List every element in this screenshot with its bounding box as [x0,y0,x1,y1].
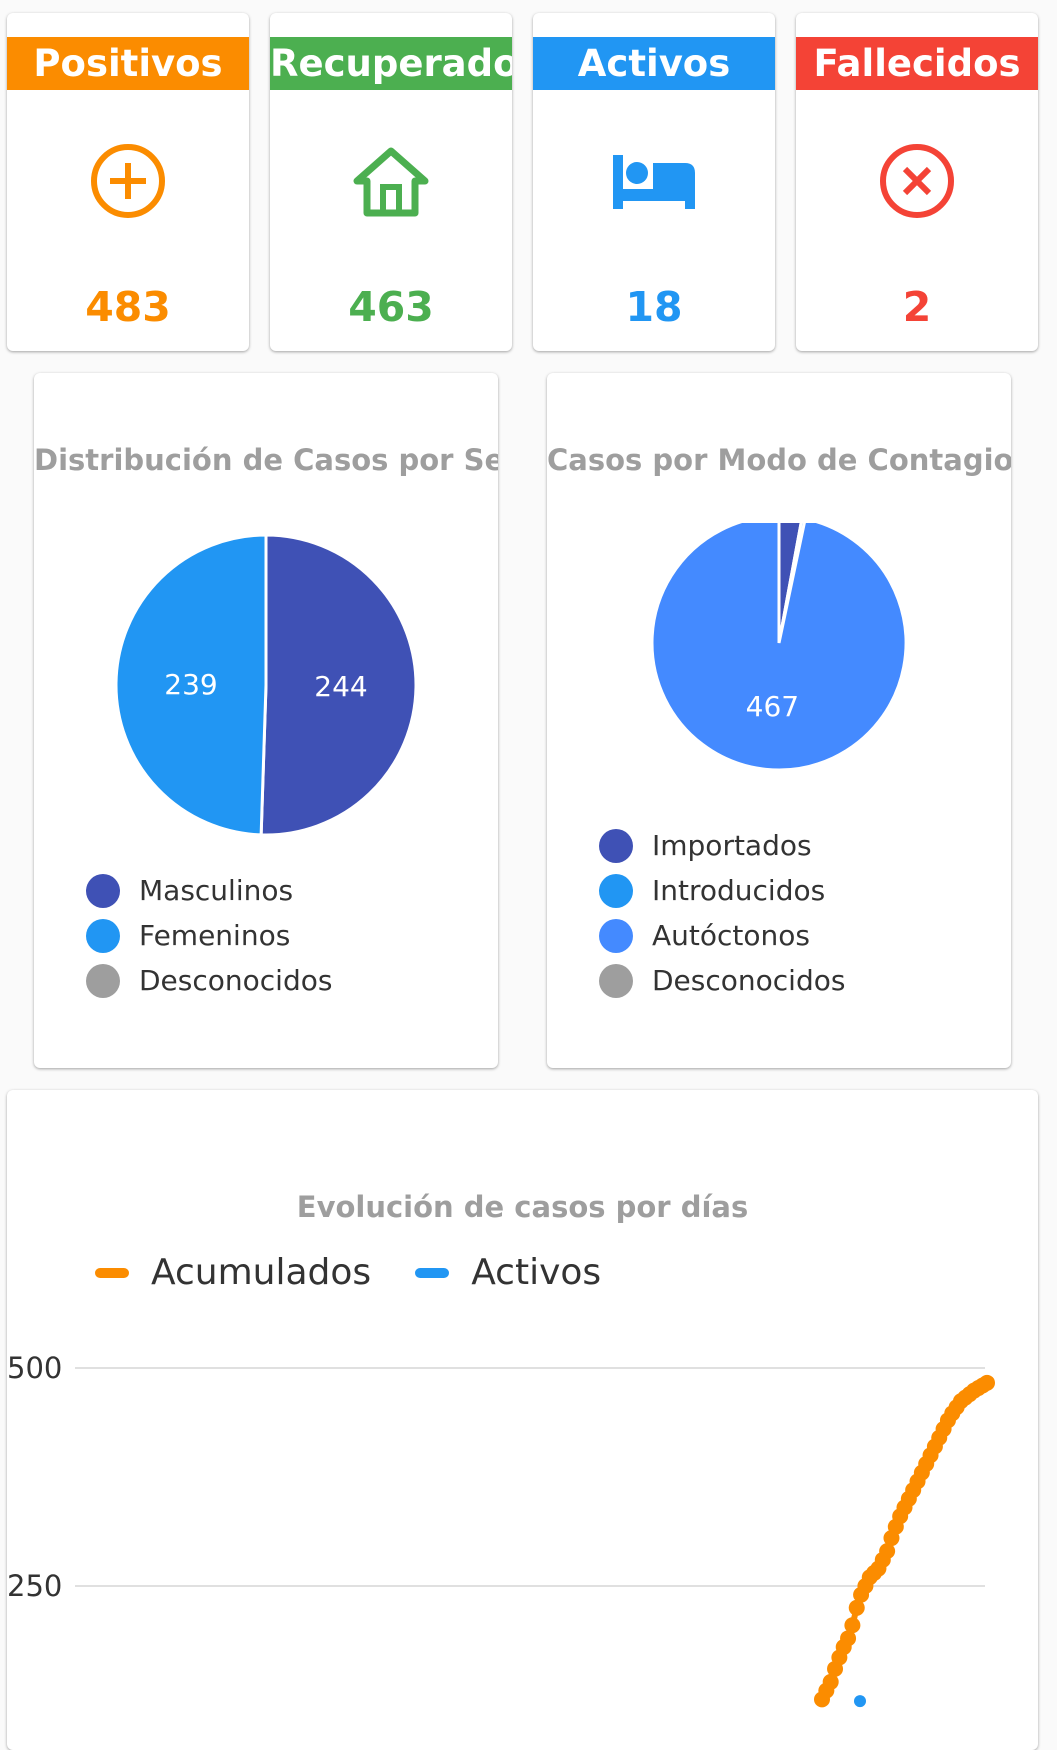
stat-label: Positivos [7,37,249,90]
legend-label: Acumulados [151,1252,372,1293]
legend-label: Femeninos [139,919,291,952]
chart-legend: Importados Introducidos Autóctonos Desco… [599,823,845,1003]
home-icon [270,141,512,226]
legend-item[interactable]: Desconocidos [86,958,332,1003]
close-circle-icon [796,141,1038,226]
pie-data-label: 239 [164,668,217,701]
pie-card-sex: Distribución de Casos por Sexo 244 239 Ma… [34,373,498,1068]
legend-item[interactable]: Autóctonos [599,913,845,958]
chart-legend: Acumulados Activos [95,1252,645,1293]
plus-circle-icon [7,141,249,226]
stat-value: 483 [85,283,171,331]
legend-label: Masculinos [139,874,294,907]
pie-slice[interactable] [777,523,803,644]
pie-slice[interactable] [650,523,908,772]
y-tick-label: 500 [7,1351,63,1385]
stat-value: 18 [625,283,683,331]
chart-legend: Masculinos Femeninos Desconocidos [86,868,332,1003]
legend-swatch [86,918,120,953]
legend-swatch [599,873,633,908]
y-tick-label: 250 [7,1569,63,1603]
pie-slice[interactable] [259,533,418,837]
pie-data-label: 244 [314,670,367,703]
legend-item[interactable]: Importados [599,823,845,868]
pie-slice[interactable] [114,533,268,837]
legend-item[interactable]: Introducidos [599,868,845,913]
legend-label: Desconocidos [652,964,846,997]
legend-label: Importados [652,829,812,862]
stat-card-activos[interactable]: Activos 18 [533,13,775,351]
pie-data-label: 467 [746,690,799,723]
legend-item[interactable]: Acumulados [95,1252,371,1293]
legend-swatch [599,828,633,863]
chart-title: Distribución de Casos por Sexo [34,443,498,477]
legend-swatch [599,963,633,998]
stat-card-positivos[interactable]: Positivos 483 [7,13,249,351]
legend-item[interactable]: Activos [415,1252,601,1293]
stat-label: Activos [533,37,775,90]
legend-item[interactable]: Femeninos [86,913,332,958]
legend-swatch [95,1267,129,1278]
stat-label: Fallecidos [796,37,1038,90]
legend-item[interactable]: Desconocidos [599,958,845,1003]
legend-label: Activos [471,1252,602,1293]
legend-swatch [599,918,633,953]
chart-title: Evolución de casos por días [296,1190,749,1224]
legend-swatch [415,1267,450,1278]
stat-value: 463 [348,283,434,331]
pie-chart-sex: 244 239 [114,533,418,837]
stat-value: 2 [902,283,932,331]
legend-label: Introducidos [652,874,826,907]
stat-label: Recuperados [270,37,512,90]
legend-swatch [86,963,120,998]
legend-item[interactable]: Masculinos [86,868,332,913]
stat-card-recuperados[interactable]: Recuperados 463 [270,13,512,351]
pie-card-mode: Casos por Modo de Contagio 467 Importado… [547,373,1011,1068]
legend-swatch [86,873,120,908]
bed-icon [533,141,775,226]
legend-label: Autóctonos [652,919,810,952]
line-chart-card [7,1090,1038,1750]
pie-chart-mode: 467 [650,523,908,772]
legend-label: Desconocidos [139,964,333,997]
stat-card-fallecidos[interactable]: Fallecidos 2 [796,13,1038,351]
chart-title: Casos por Modo de Contagio [547,443,1011,477]
